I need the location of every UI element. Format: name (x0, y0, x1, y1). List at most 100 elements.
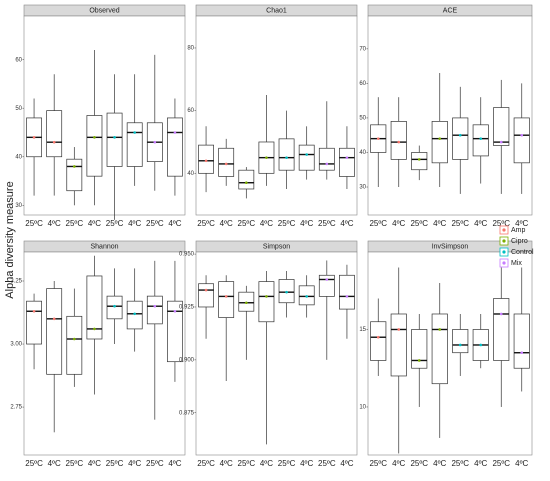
x-tick-label: 4ºC (48, 459, 61, 468)
median-point (479, 137, 483, 140)
y-tick-label: 3.25 (10, 279, 22, 285)
y-tick-label: 0.925 (179, 305, 195, 311)
y-tick-label: 3.00 (10, 342, 22, 348)
y-tick-label: 10 (359, 405, 366, 411)
x-tick-label: 25ºC (25, 219, 43, 228)
y-tick-label: 40 (187, 171, 194, 177)
x-tick-label: 4ºC (515, 219, 528, 228)
median-point (397, 140, 401, 144)
x-tick-label: 4ºC (392, 219, 405, 228)
y-tick-label: 0.950 (179, 252, 195, 258)
x-tick-label: 25ºC (410, 459, 428, 468)
y-tick-label: 0.900 (179, 357, 195, 363)
median-point (173, 131, 177, 134)
median-point (285, 290, 288, 294)
legend-label: Mix (511, 260, 522, 267)
box (390, 313, 407, 377)
x-tick-label: 4ºC (340, 459, 353, 468)
box (106, 112, 123, 167)
box (218, 147, 235, 177)
median-point (417, 158, 421, 161)
box (167, 117, 183, 177)
y-tick-label: 70 (359, 46, 366, 52)
median-point (113, 136, 116, 139)
x-tick-label: 4ºC (300, 459, 313, 468)
median-point (173, 309, 177, 313)
box (431, 313, 448, 385)
box (146, 295, 163, 325)
box (66, 315, 83, 375)
box (198, 283, 214, 308)
x-tick-label: 25ºC (146, 459, 164, 468)
x-tick-label: 4ºC (340, 219, 353, 228)
y-tick-label: 60 (15, 57, 22, 63)
box (370, 321, 387, 361)
x-tick-label: 25ºC (25, 459, 43, 468)
x-tick-label: 4ºC (260, 219, 273, 228)
box (218, 281, 235, 318)
box (411, 329, 428, 369)
median-point (133, 312, 136, 316)
x-tick-label: 25ºC (410, 219, 428, 228)
legend-label: Amp (511, 227, 526, 234)
panel-title: Simpson (263, 243, 290, 250)
box (513, 117, 530, 164)
x-tick-label: 25ºC (197, 219, 215, 228)
x-tick-label: 4ºC (88, 219, 101, 228)
box (513, 313, 530, 369)
box (339, 274, 355, 310)
y-tick-label: 30 (15, 203, 22, 209)
median-point (204, 159, 208, 163)
x-tick-label: 25ºC (369, 459, 387, 468)
y-tick-label: 50 (15, 106, 22, 112)
median-point (224, 162, 228, 166)
box (493, 107, 510, 146)
panel-title: Observed (89, 7, 119, 14)
median-point (224, 295, 228, 298)
y-tick-label: 0.875 (179, 410, 195, 416)
x-tick-label: 4ºC (220, 219, 233, 228)
x-tick-label: 25ºC (278, 459, 296, 468)
box (390, 121, 407, 160)
median-point (93, 136, 96, 139)
legend-dot (502, 228, 506, 232)
median-point (479, 343, 483, 347)
panel-title: ACE (443, 7, 458, 14)
legend-label: Cipro (511, 238, 528, 245)
median-point (345, 156, 349, 159)
y-tick-label: 60 (359, 81, 366, 87)
x-tick-label: 4ºC (48, 219, 61, 228)
y-tick-label: 2.75 (10, 405, 22, 411)
x-tick-label: 25ºC (451, 459, 469, 468)
box (86, 115, 103, 177)
median-point (73, 337, 76, 341)
box (452, 117, 469, 160)
median-point (153, 140, 157, 144)
x-tick-label: 4ºC (128, 219, 141, 228)
x-tick-label: 4ºC (88, 459, 101, 468)
median-point (32, 136, 36, 139)
median-point (397, 328, 401, 331)
box (298, 144, 315, 171)
box (452, 329, 469, 354)
median-point (93, 327, 96, 331)
x-tick-label: 4ºC (300, 219, 313, 228)
panel-title: Chao1 (266, 7, 287, 14)
x-tick-label: 4ºC (515, 459, 528, 468)
x-tick-label: 25ºC (492, 219, 510, 228)
box (238, 169, 255, 190)
x-tick-label: 25ºC (318, 459, 336, 468)
panel-title: Shannon (90, 243, 118, 250)
x-tick-label: 4ºC (433, 219, 446, 228)
box (86, 275, 103, 340)
median-point (438, 137, 442, 140)
median-point (133, 131, 136, 134)
x-tick-label: 25ºC (146, 219, 164, 228)
median-point (438, 328, 442, 331)
legend-label: Control (511, 249, 534, 256)
box (318, 274, 335, 297)
median-point (285, 156, 288, 159)
x-tick-label: 25ºC (106, 459, 124, 468)
median-point (458, 343, 462, 347)
